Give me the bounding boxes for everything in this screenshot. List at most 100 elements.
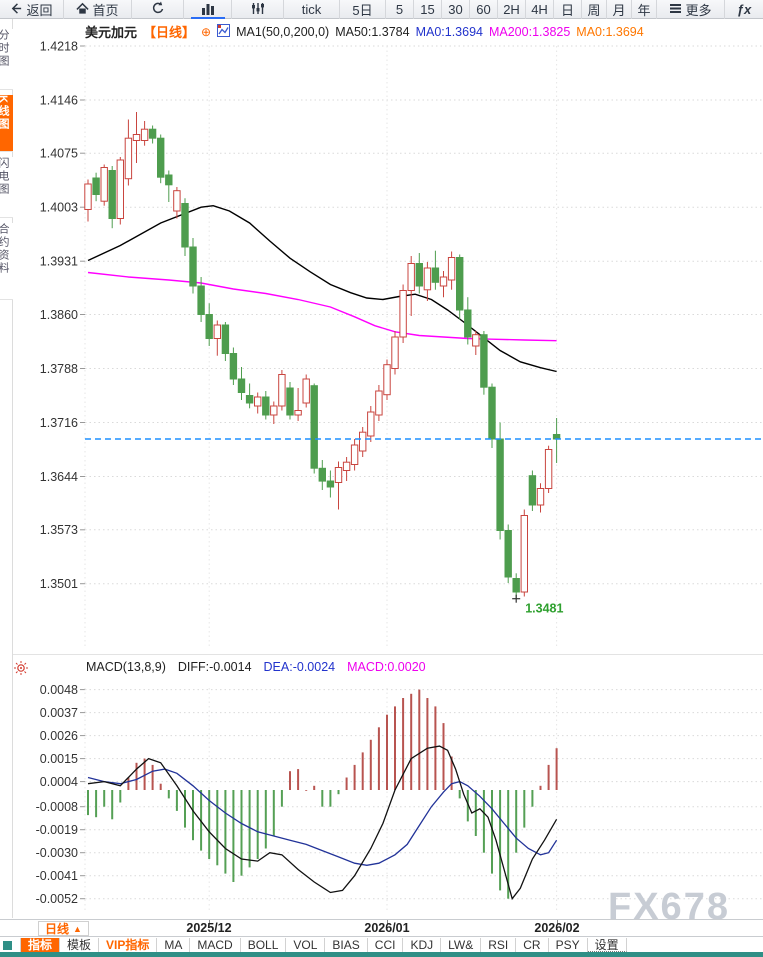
tab-cr[interactable]: CR	[516, 938, 549, 952]
sidebar-item-contract-info[interactable]: 合约资料	[0, 223, 13, 300]
sidebar-item-kline-chart[interactable]: K线图	[0, 95, 13, 152]
svg-text:-0.0030: -0.0030	[36, 846, 78, 860]
tab-设置[interactable]: 设置	[587, 938, 627, 952]
tab-vol[interactable]: VOL	[286, 938, 326, 952]
ma-params: MA1(50,0,200,0)	[236, 24, 330, 39]
toolbar-button-label: 15	[420, 2, 435, 17]
toolbar-button-refresh[interactable]	[132, 0, 184, 19]
home-icon	[76, 2, 90, 18]
active-toolbar-indicator	[191, 17, 225, 19]
svg-text:-0.0041: -0.0041	[36, 869, 78, 883]
svg-text:-0.0052: -0.0052	[36, 892, 78, 906]
toolbar-button-tick[interactable]: tick	[284, 0, 340, 19]
x-axis-tick	[387, 920, 388, 924]
sidebar-item-label: 闪电图	[0, 157, 9, 196]
tab-bias[interactable]: BIAS	[325, 938, 368, 952]
indicator-settings-sun-icon[interactable]	[13, 660, 29, 681]
sidebar-item-label: K线图	[0, 95, 9, 131]
toolbar-button-more[interactable]: 更多	[657, 0, 725, 19]
x-axis-tick	[557, 920, 558, 924]
tab-vip指标[interactable]: VIP指标	[99, 938, 158, 952]
sidebar-item-lightning-chart[interactable]: 闪电图	[0, 157, 13, 218]
toolbar-button-label: 5	[395, 2, 404, 17]
toolbar-button-m60[interactable]: 60	[470, 0, 498, 19]
toolbar-button-year[interactable]: 年	[632, 0, 657, 19]
toolbar-button-label: 年	[637, 3, 651, 18]
period-tag: 【日线】	[143, 25, 196, 40]
bottom-teal-bar	[0, 952, 763, 957]
toolbar-button-chart-type[interactable]	[184, 0, 232, 19]
toolbar-button-m5[interactable]: 5	[386, 0, 414, 19]
svg-text:0.0015: 0.0015	[40, 752, 78, 766]
sidebar-item-label: 分时图	[0, 29, 9, 68]
toolbar-button-label: 4H	[531, 2, 548, 17]
plus-circle-icon[interactable]: ⊕	[201, 24, 212, 39]
toolbar-button-h4[interactable]: 4H	[526, 0, 554, 19]
tab-psy[interactable]: PSY	[549, 938, 588, 952]
svg-text:0.0004: 0.0004	[40, 775, 78, 789]
toolbar-button-5d[interactable]: 5日	[340, 0, 386, 19]
tab-cci[interactable]: CCI	[368, 938, 404, 952]
svg-text:0.0026: 0.0026	[40, 729, 78, 743]
macd-diff-value: DIFF:-0.0014	[177, 660, 252, 674]
tab-kdj[interactable]: KDJ	[403, 938, 442, 952]
macd-params: MACD(13,8,9)	[86, 660, 166, 674]
sliders-icon	[251, 2, 265, 18]
toolbar-button-label: 2H	[503, 2, 520, 17]
svg-text:1.4003: 1.4003	[40, 201, 78, 215]
chart-header: 美元加元 【日线】 ⊕ MA1(50,0,200,0) MA50:1.3784 …	[85, 22, 644, 41]
toolbar-button-fx[interactable]: ƒx	[725, 0, 763, 19]
tab-macd[interactable]: MACD	[190, 938, 241, 952]
tab-rsi[interactable]: RSI	[481, 938, 517, 952]
toolbar-button-h2[interactable]: 2H	[498, 0, 526, 19]
svg-text:1.4218: 1.4218	[40, 39, 78, 53]
toolbar-button-label: 月	[612, 3, 626, 18]
toolbar-button-label: 5日	[352, 3, 373, 18]
menu-icon	[669, 2, 682, 17]
svg-text:0.0048: 0.0048	[40, 683, 78, 697]
x-axis-tick	[209, 920, 210, 924]
svg-text:1.3501: 1.3501	[40, 577, 78, 591]
tab-指标[interactable]: 指标	[21, 938, 61, 952]
sidebar-item-time-chart[interactable]: 分时图	[0, 29, 13, 90]
chart-type-sidebar: 分时图 K线图闪电图合约资料	[0, 19, 13, 918]
toolbar-button-label: ƒx	[736, 2, 752, 17]
svg-text:1.3573: 1.3573	[40, 523, 78, 537]
x-axis-date-label: 2025/12	[186, 921, 232, 935]
ma200-value: MA200:1.3825	[488, 24, 571, 39]
symbol-name: 美元加元	[85, 25, 138, 40]
toolbar-button-m15[interactable]: 15	[414, 0, 442, 19]
bar-chart-icon	[201, 2, 215, 18]
indicator-tabs: 指标 模板 VIP指标 MA MACD BOLL VOL BIAS CCI KDJ LW& RSI CR…	[0, 938, 763, 952]
toolbar-button-label: 日	[560, 3, 574, 18]
toolbar-button-label: 60	[476, 2, 491, 17]
tab-lw&[interactable]: LW&	[441, 938, 482, 952]
tab-ma[interactable]: MA	[157, 938, 191, 952]
mini-chart-icon[interactable]	[217, 23, 231, 40]
svg-text:1.3931: 1.3931	[40, 255, 78, 269]
svg-text:1.3788: 1.3788	[40, 362, 78, 376]
macd-dea-value: DEA:-0.0024	[263, 660, 336, 674]
toolbar-button-month[interactable]: 月	[607, 0, 632, 19]
toolbar-button-day[interactable]: 日	[554, 0, 582, 19]
toolbar-button-back[interactable]: 返回	[0, 0, 64, 19]
tab-模板[interactable]: 模板	[60, 938, 100, 952]
macd-header: MACD(13,8,9) DIFF:-0.0014 DEA:-0.0024 MA…	[86, 660, 426, 674]
ma0-value-blue: MA0:1.3694	[415, 24, 483, 39]
toolbar-button-week[interactable]: 周	[582, 0, 607, 19]
x-axis-date-label: 2026/02	[534, 921, 580, 935]
toolbar-button-indicator-settings[interactable]	[232, 0, 284, 19]
period-selector-button[interactable]: 日线 ▲	[38, 921, 89, 936]
sidebar-item-label: 合约资料	[0, 223, 9, 275]
svg-text:0.0037: 0.0037	[40, 706, 78, 720]
toolbar-button-m30[interactable]: 30	[442, 0, 470, 19]
x-axis-date-label: 2026/01	[364, 921, 410, 935]
top-toolbar: 返回 首页 tick 5日 5 15 30 60 2H 4H 日周月年 更多 ƒx	[0, 0, 763, 19]
svg-text:1.4146: 1.4146	[40, 93, 78, 107]
tab-boll[interactable]: BOLL	[241, 938, 287, 952]
svg-text:-0.0008: -0.0008	[36, 800, 78, 814]
svg-text:1.3644: 1.3644	[40, 470, 78, 484]
toolbar-button-home[interactable]: 首页	[64, 0, 132, 19]
